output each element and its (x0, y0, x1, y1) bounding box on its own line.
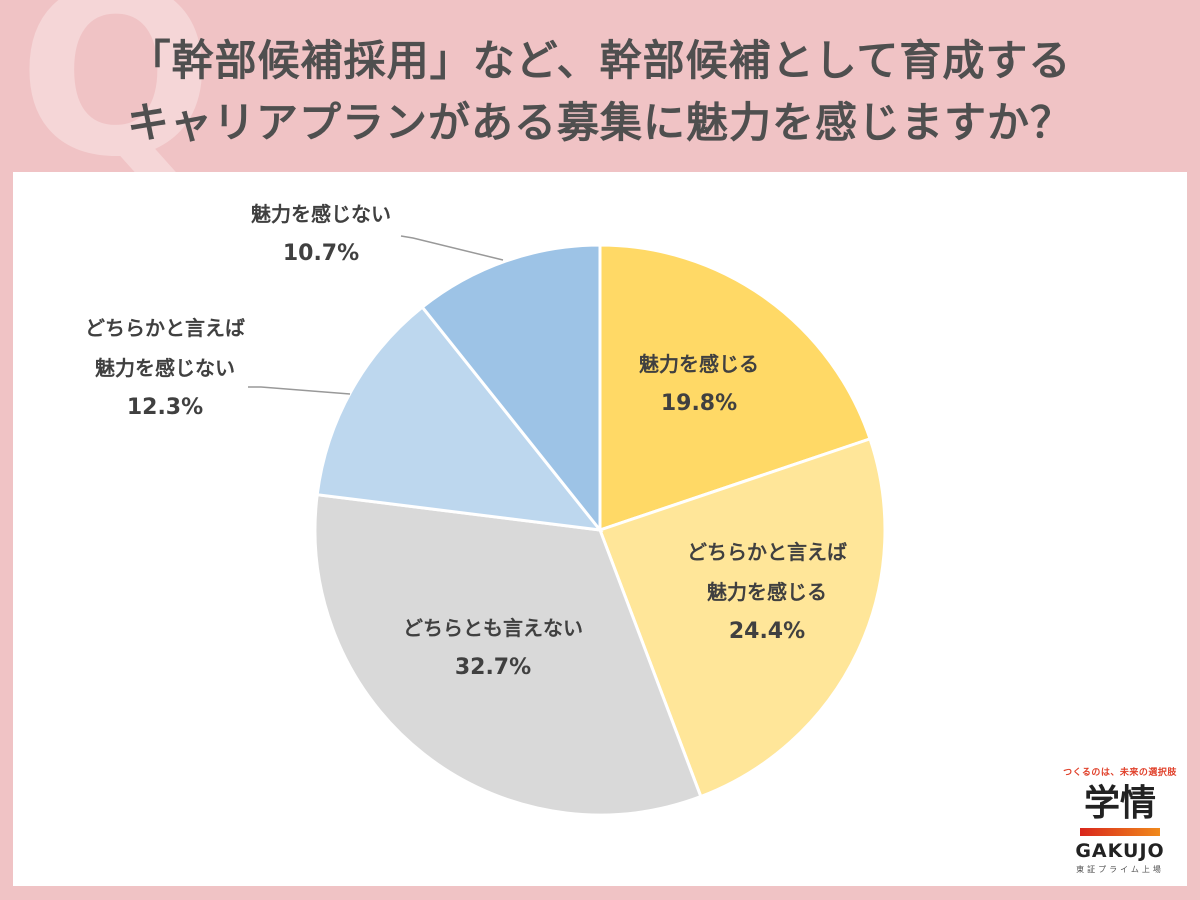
pie-chart (248, 235, 887, 817)
slice-label-s3: どちらかと言えば 魅力を感じない 12.3% (85, 316, 245, 420)
pie-slice-s2 (313, 493, 703, 817)
logo-english: GAKUJO (1075, 840, 1165, 862)
slice-label-s4: 魅力を感じない 10.7% (251, 202, 391, 266)
leader-line-s4 (400, 235, 504, 261)
slice-label-s1: どちらかと言えば 魅力を感じる 24.4% (687, 540, 847, 644)
pie-slice-s4 (420, 243, 602, 535)
q-mark-decoration: Q (18, 0, 214, 208)
pie-slice-s3 (315, 305, 604, 532)
logo-gradient-bar (1080, 828, 1160, 836)
chart-panel: 魅力を感じる 19.8% どちらかと言えば 魅力を感じる 24.4% どちらとも… (13, 172, 1187, 886)
logo-tagline: つくるのは、未来の選択肢 (1063, 768, 1177, 778)
pie-slice-s0 (598, 243, 872, 533)
title-line-2: キャリアプランがある募集に魅力を感じますか？ (126, 98, 1073, 147)
slice-label-s0: 魅力を感じる 19.8% (639, 352, 759, 416)
gakujo-logo: つくるのは、未来の選択肢 学情 GAKUJO 東証プライム上場 (1060, 765, 1180, 875)
title-line-1: 「幹部候補採用」など、幹部候補として育成する (128, 36, 1072, 85)
slice-label-s2: どちらとも言えない 32.7% (403, 616, 583, 680)
leader-line-s3 (248, 386, 351, 395)
logo-kanji: 学情 (1083, 783, 1156, 824)
chart-title: 「幹部候補採用」など、幹部候補として育成する キャリアプランがある募集に魅力を感… (0, 30, 1200, 154)
logo-subtitle: 東証プライム上場 (1076, 865, 1164, 874)
pie-slice-s1 (598, 436, 887, 799)
